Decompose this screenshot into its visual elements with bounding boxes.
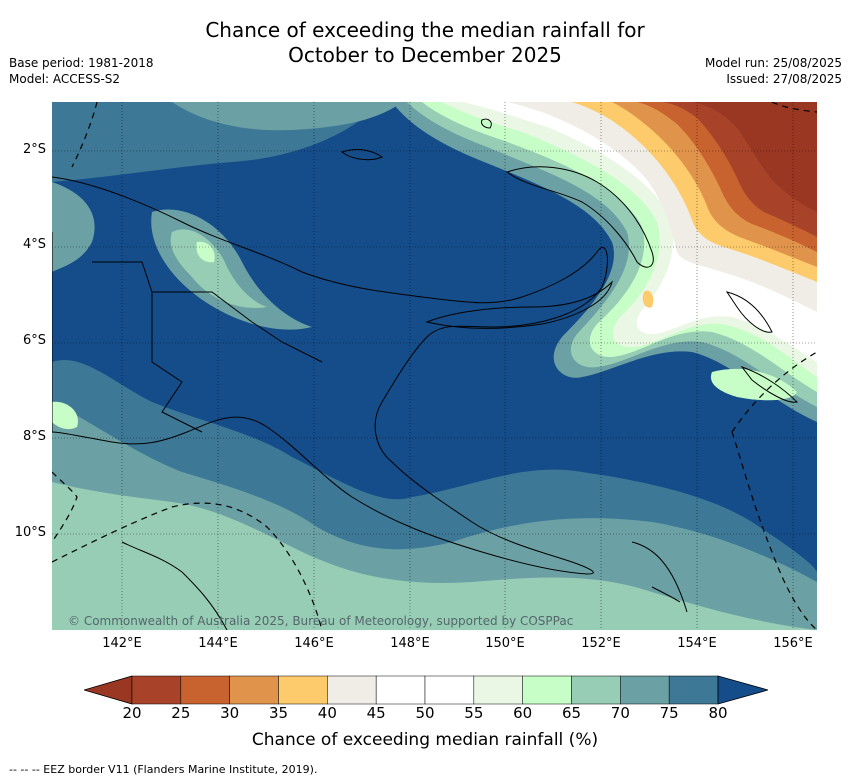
colorbar-tick-label: 75 — [659, 704, 679, 722]
colorbar-tick-label: 80 — [708, 704, 728, 722]
torres-coast — [121, 541, 228, 630]
colorbar-segment — [473, 675, 523, 705]
colorbar-segment — [229, 675, 279, 705]
meta-left: Base period: 1981-2018 Model: ACCESS-S2 — [9, 55, 154, 87]
new-ireland-coast — [505, 166, 654, 268]
colorbar-segment — [571, 675, 621, 705]
colorbar-segment — [620, 675, 670, 705]
map-canvas — [52, 102, 817, 630]
west-60 — [52, 401, 78, 430]
title-line-1: Chance of exceeding the median rainfall … — [205, 18, 645, 42]
highland-65 — [170, 229, 267, 308]
eez-north — [71, 102, 98, 168]
colorbar — [84, 675, 768, 705]
field-70-west — [52, 182, 95, 272]
colorbar-segment — [668, 675, 719, 705]
colorbar-tick-label: 55 — [464, 704, 484, 722]
gridlines — [52, 102, 817, 630]
lat-label: 8°S — [22, 429, 46, 444]
rainfall-map: © Commonwealth of Australia 2025, Bureau… — [52, 102, 817, 630]
eez-borders — [52, 102, 817, 630]
eez-east — [731, 431, 817, 630]
colorbar-tick-label: 65 — [561, 704, 582, 722]
lon-label: 144°E — [198, 636, 238, 651]
eez-footnote: -- -- -- EEZ border V11 (Flanders Marine… — [9, 763, 318, 776]
eez-west — [52, 471, 78, 543]
issued-date: Issued: 27/08/2025 — [726, 72, 842, 86]
colorbar-segment — [424, 675, 475, 705]
model-name: Model: ACCESS-S2 — [9, 72, 121, 86]
provincial-border — [151, 292, 203, 433]
colorbar-tick-label: 30 — [220, 704, 240, 722]
lon-label: 156°E — [773, 636, 813, 651]
colorbar-segment — [131, 675, 182, 705]
lon-label: 152°E — [581, 636, 621, 651]
new-britain-coast — [425, 280, 613, 329]
field-70-north — [172, 102, 402, 131]
colorbar-tick-label: 50 — [415, 704, 435, 722]
highland-60 — [196, 241, 215, 263]
colorbar-tick-label: 25 — [171, 704, 191, 722]
colorbar-segment — [180, 675, 230, 705]
coastlines — [52, 118, 799, 630]
colorbar-tick-label: 60 — [513, 704, 533, 722]
lon-label: 142°E — [102, 636, 142, 651]
spot-35 — [642, 290, 654, 308]
colorbar-high-extension — [717, 675, 768, 705]
eez-solomon — [731, 351, 817, 433]
lon-label: 148°E — [390, 636, 430, 651]
model-run: Model run: 25/08/2025 — [704, 56, 842, 70]
lat-label: 4°S — [22, 237, 46, 252]
colorbar-tick-label: 40 — [317, 704, 337, 722]
png-mainland-coast — [52, 176, 608, 575]
colorbar-tick-label: 20 — [122, 704, 142, 722]
meta-right: Model run: 25/08/2025 Issued: 27/08/2025 — [705, 55, 842, 87]
eez-south — [52, 502, 323, 630]
lon-label: 146°E — [294, 636, 334, 651]
map-title: Chance of exceeding the median rainfall … — [0, 18, 850, 68]
lat-label: 2°S — [22, 142, 46, 157]
eez-ne — [771, 102, 817, 113]
ne-below-20 — [692, 102, 817, 212]
solomon-coast — [740, 365, 799, 403]
colorbar-segment — [522, 675, 572, 705]
copyright-notice: © Commonwealth of Australia 2025, Bureau… — [68, 614, 574, 628]
colorbar-tick-label: 45 — [366, 704, 386, 722]
colorbar-segment — [327, 675, 377, 705]
louisiade-coast — [631, 541, 688, 613]
field-65 — [52, 482, 817, 630]
colorbar-low-extension — [84, 675, 133, 705]
bougainville-coast — [725, 291, 773, 333]
title-line-2: October to December 2025 — [288, 43, 562, 67]
solomon-60 — [710, 368, 797, 401]
manus-coast — [340, 149, 383, 161]
colorbar-tick-label: 35 — [268, 704, 289, 722]
base-period: Base period: 1981-2018 — [9, 56, 154, 70]
lat-label: 10°S — [14, 525, 46, 540]
provincial-border-2 — [92, 261, 323, 363]
colorbar-segment — [278, 675, 328, 705]
colorbar-segment — [375, 675, 426, 705]
island-1 — [481, 118, 492, 129]
lat-label: 6°S — [22, 333, 46, 348]
colorbar-label: Chance of exceeding median rainfall (%) — [251, 730, 599, 750]
lon-label: 150°E — [485, 636, 525, 651]
lon-label: 154°E — [677, 636, 717, 651]
colorbar-tick-label: 70 — [610, 704, 630, 722]
